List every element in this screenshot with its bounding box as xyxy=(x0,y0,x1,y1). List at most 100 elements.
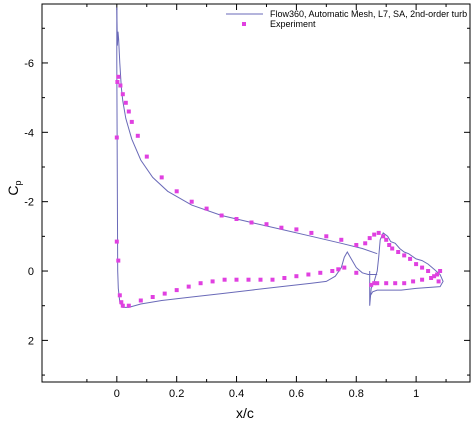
experiment-point xyxy=(363,241,368,246)
x-tick-label: 0.8 xyxy=(349,388,364,400)
experiment-point xyxy=(174,189,179,194)
experiment-point xyxy=(420,277,425,282)
experiment-point xyxy=(282,276,287,280)
y-tick-label: 0 xyxy=(28,266,34,278)
experiment-point xyxy=(222,277,227,282)
experiment-point xyxy=(174,288,179,293)
experiment-point xyxy=(369,282,374,287)
experiment-point xyxy=(126,109,131,114)
experiment-point xyxy=(210,279,215,284)
experiment-point xyxy=(429,276,434,280)
experiment-point xyxy=(294,227,299,232)
experiment-point xyxy=(324,234,329,239)
experiment-point xyxy=(116,258,121,263)
experiment-point xyxy=(408,256,413,261)
experiment-point xyxy=(435,272,440,277)
experiment-point xyxy=(129,119,134,124)
experiment-point xyxy=(114,135,119,140)
cfd-line-segment xyxy=(116,7,378,255)
experiment-point xyxy=(114,239,119,244)
experiment-point xyxy=(234,277,239,282)
experiment-point xyxy=(354,243,359,247)
experiment-point xyxy=(432,274,437,279)
experiment-point xyxy=(264,222,269,227)
plot-frame xyxy=(41,3,471,383)
experiment-point xyxy=(330,269,335,273)
experiment-point xyxy=(342,265,347,270)
experiment-point xyxy=(384,281,389,286)
legend-label-line: Flow360, Automatic Mesh, L7, SA, 2nd-ord… xyxy=(270,9,467,19)
experiment-point xyxy=(144,154,149,159)
experiment-point xyxy=(115,80,120,84)
x-tick-label: 0.6 xyxy=(289,388,304,400)
experiment-point xyxy=(249,220,254,225)
experiment-point xyxy=(318,270,323,275)
experiment-point xyxy=(381,234,386,239)
series-lines xyxy=(116,7,444,308)
y-axis-title-sub: p xyxy=(13,180,23,185)
experiment-point xyxy=(411,279,416,284)
experiment-point xyxy=(393,281,398,286)
experiment-point xyxy=(384,237,389,242)
y-tick-label: 2 xyxy=(28,335,34,347)
experiment-point xyxy=(159,175,164,180)
y-axis-title-main: C xyxy=(5,185,21,195)
cfd-line-segment xyxy=(116,7,378,308)
experiment-point xyxy=(396,250,401,254)
experiment-point xyxy=(402,253,407,258)
experiment-point xyxy=(372,232,377,237)
legend: Flow360, Automatic Mesh, L7, SA, 2nd-ord… xyxy=(226,9,467,29)
x-tick-label: 0.4 xyxy=(229,388,244,400)
legend-marker-swatch xyxy=(242,22,246,26)
experiment-point xyxy=(436,279,441,284)
experiment-point xyxy=(117,293,122,298)
y-tick-label: -4 xyxy=(24,127,34,139)
series-markers xyxy=(114,74,443,308)
experiment-point xyxy=(438,269,443,273)
experiment-point xyxy=(123,100,128,105)
experiment-point xyxy=(414,262,419,267)
experiment-point xyxy=(339,237,344,242)
experiment-point xyxy=(375,281,380,286)
experiment-point xyxy=(426,269,431,273)
svg-text:Cp: Cp xyxy=(5,180,23,195)
experiment-point xyxy=(387,243,392,247)
experiment-point xyxy=(204,206,209,211)
x-axis-ticks: 0 0.2 0.4 0.6 0.8 1 xyxy=(86,4,447,400)
experiment-point xyxy=(336,267,341,272)
experiment-point xyxy=(306,272,311,277)
x-tick-label: 1 xyxy=(413,388,419,400)
experiment-point xyxy=(376,230,381,235)
experiment-point xyxy=(150,295,155,299)
plot-border xyxy=(41,3,471,383)
x-axis-title: x/c xyxy=(236,405,254,421)
experiment-point xyxy=(189,199,194,204)
experiment-point xyxy=(279,225,284,230)
experiment-point xyxy=(135,133,140,138)
experiment-point xyxy=(186,284,191,289)
cfd-line-segment xyxy=(369,232,444,306)
y-axis-title: Cp xyxy=(5,180,23,195)
experiment-point xyxy=(118,83,123,88)
experiment-point xyxy=(270,277,275,282)
y-axis-ticks: -6 -4 -2 0 2 xyxy=(24,27,470,376)
experiment-point xyxy=(372,281,377,286)
experiment-point xyxy=(367,236,372,241)
experiment-point xyxy=(219,213,224,218)
x-tick-label: 0.2 xyxy=(169,388,184,400)
experiment-point xyxy=(390,246,395,251)
experiment-point xyxy=(120,92,125,97)
experiment-point xyxy=(126,303,131,308)
experiment-point xyxy=(402,281,407,286)
experiment-point xyxy=(294,274,299,279)
experiment-point xyxy=(246,277,251,282)
experiment-point xyxy=(354,270,359,275)
experiment-point xyxy=(120,303,125,308)
experiment-point xyxy=(420,265,425,270)
experiment-point xyxy=(162,291,167,296)
experiment-point xyxy=(234,217,239,221)
experiment-point xyxy=(198,281,203,286)
experiment-point xyxy=(119,300,124,305)
y-tick-label: -6 xyxy=(24,58,34,70)
